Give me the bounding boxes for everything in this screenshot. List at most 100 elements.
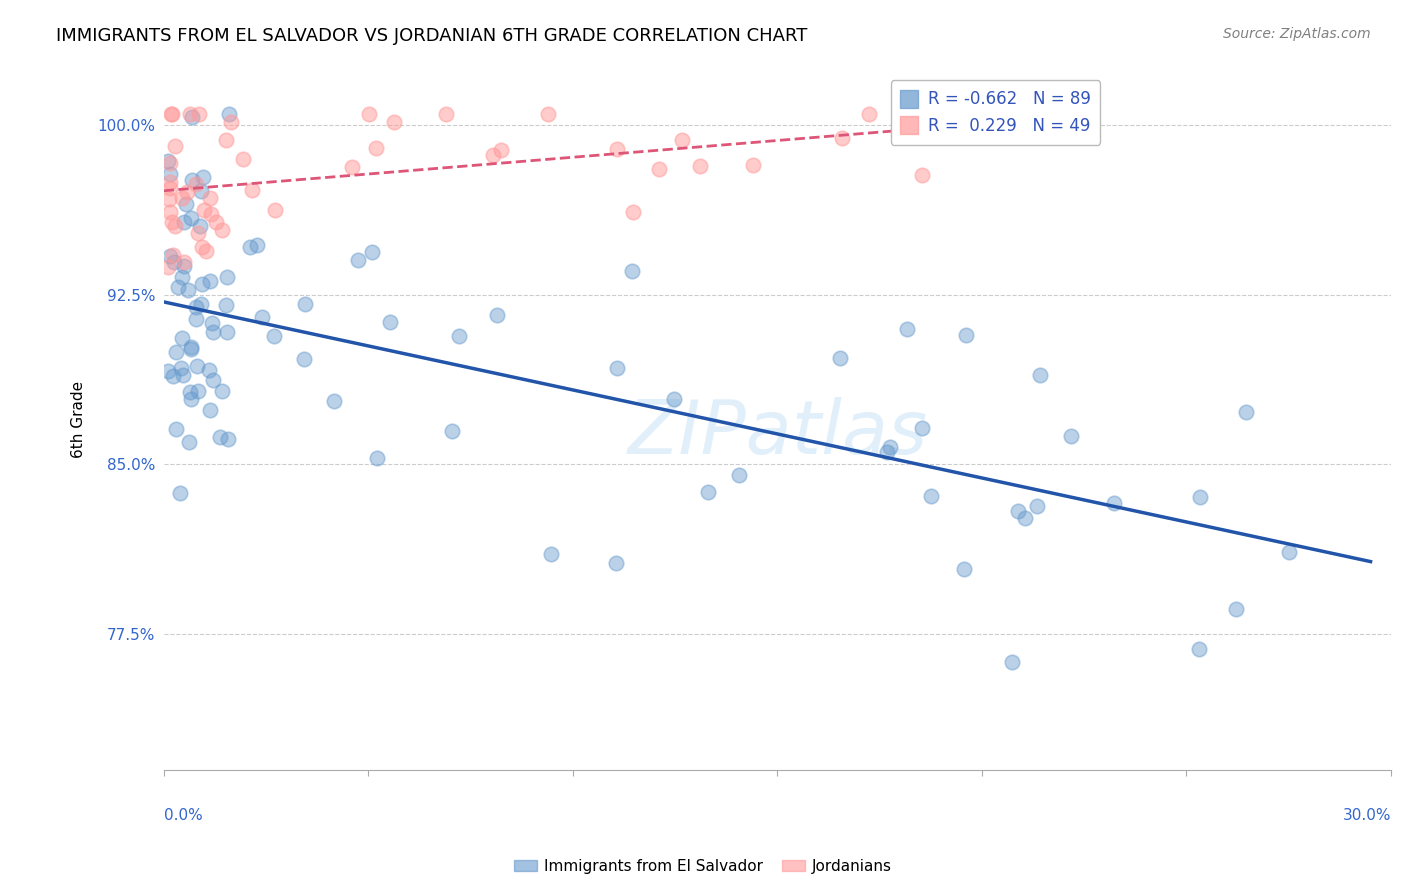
- Point: [953, 562, 976, 576]
- Point: [382, 114, 405, 128]
- Point: [190, 297, 212, 311]
- Point: [294, 297, 316, 311]
- Point: [890, 107, 912, 121]
- Legend: Immigrants from El Salvador, Jordanians: Immigrants from El Salvador, Jordanians: [508, 853, 898, 880]
- Point: [170, 270, 193, 285]
- Point: [232, 152, 254, 166]
- Point: [606, 142, 628, 156]
- Point: [188, 219, 211, 233]
- Point: [621, 264, 644, 278]
- Point: [180, 110, 202, 124]
- Point: [896, 322, 918, 336]
- Point: [489, 143, 512, 157]
- Point: [177, 284, 200, 298]
- Point: [263, 329, 285, 343]
- Point: [159, 181, 181, 195]
- Point: [605, 556, 627, 570]
- Point: [201, 316, 224, 330]
- Point: [322, 393, 344, 408]
- Point: [447, 328, 470, 343]
- Point: [215, 133, 238, 147]
- Legend: R = -0.662   N = 89, R =  0.229   N = 49: R = -0.662 N = 89, R = 0.229 N = 49: [891, 80, 1101, 145]
- Point: [159, 156, 181, 170]
- Point: [1025, 499, 1047, 513]
- Point: [1060, 429, 1083, 443]
- Point: [172, 331, 194, 345]
- Point: [211, 223, 233, 237]
- Point: [198, 274, 221, 288]
- Point: [173, 215, 195, 229]
- Point: [689, 159, 711, 173]
- Point: [215, 269, 238, 284]
- Point: [159, 175, 181, 189]
- Point: [380, 315, 402, 329]
- Point: [879, 440, 901, 454]
- Point: [741, 158, 763, 172]
- Point: [202, 325, 225, 339]
- Point: [200, 191, 222, 205]
- Point: [920, 489, 942, 503]
- Point: [346, 253, 368, 268]
- Point: [218, 107, 240, 121]
- Point: [184, 300, 207, 314]
- Text: 0.0%: 0.0%: [163, 808, 202, 823]
- Point: [159, 168, 181, 182]
- Point: [858, 107, 880, 121]
- Point: [252, 310, 274, 324]
- Point: [434, 107, 457, 121]
- Point: [364, 141, 387, 155]
- Point: [160, 215, 183, 229]
- Point: [187, 107, 209, 121]
- Point: [911, 421, 934, 435]
- Point: [200, 403, 222, 417]
- Point: [264, 202, 287, 217]
- Point: [177, 435, 200, 450]
- Point: [180, 392, 202, 406]
- Point: [955, 328, 977, 343]
- Point: [662, 392, 685, 407]
- Point: [1188, 490, 1211, 504]
- Point: [179, 384, 201, 399]
- Point: [1225, 602, 1247, 616]
- Point: [211, 384, 233, 399]
- Point: [180, 340, 202, 354]
- Point: [727, 468, 749, 483]
- Point: [162, 248, 184, 262]
- Point: [156, 260, 179, 274]
- Point: [173, 254, 195, 268]
- Point: [159, 205, 181, 219]
- Point: [184, 177, 207, 191]
- Text: Source: ZipAtlas.com: Source: ZipAtlas.com: [1223, 27, 1371, 41]
- Point: [621, 205, 644, 219]
- Point: [1001, 655, 1024, 669]
- Point: [1234, 405, 1257, 419]
- Point: [242, 183, 264, 197]
- Point: [482, 148, 505, 162]
- Point: [165, 219, 187, 233]
- Point: [697, 484, 720, 499]
- Point: [671, 134, 693, 148]
- Point: [172, 368, 194, 383]
- Point: [180, 343, 202, 357]
- Point: [169, 485, 191, 500]
- Point: [359, 107, 381, 121]
- Point: [159, 249, 181, 263]
- Point: [181, 173, 204, 187]
- Text: ZIPatlas: ZIPatlas: [627, 397, 928, 469]
- Point: [606, 360, 628, 375]
- Text: 30.0%: 30.0%: [1343, 808, 1391, 823]
- Point: [876, 445, 898, 459]
- Point: [179, 107, 201, 121]
- Point: [186, 359, 208, 374]
- Point: [1278, 545, 1301, 559]
- Point: [831, 131, 853, 145]
- Point: [191, 277, 214, 291]
- Point: [1007, 504, 1029, 518]
- Point: [200, 207, 222, 221]
- Point: [537, 107, 560, 121]
- Point: [215, 298, 238, 312]
- Text: IMMIGRANTS FROM EL SALVADOR VS JORDANIAN 6TH GRADE CORRELATION CHART: IMMIGRANTS FROM EL SALVADOR VS JORDANIAN…: [56, 27, 807, 45]
- Point: [195, 244, 218, 259]
- Point: [828, 351, 851, 366]
- Point: [342, 160, 364, 174]
